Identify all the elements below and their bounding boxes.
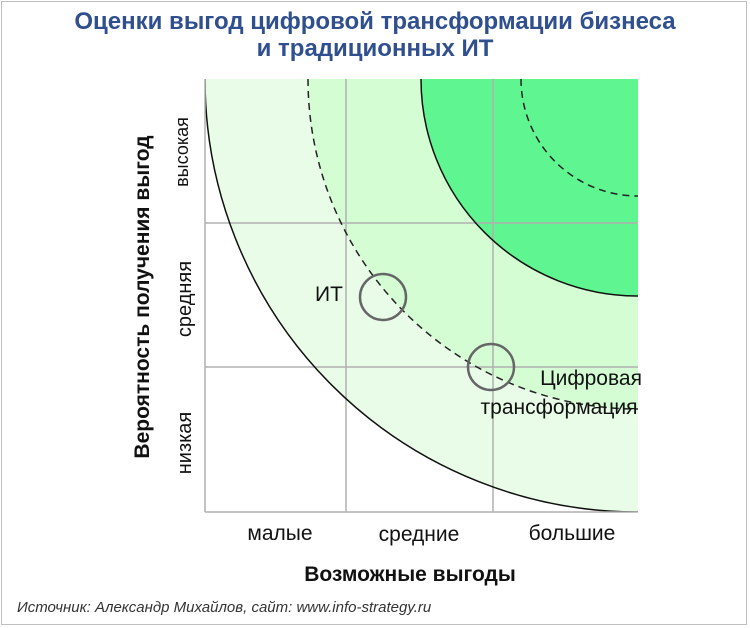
x-tick-low: малые: [247, 522, 312, 545]
source-note: Источник: Александр Михайлов, сайт: www.…: [17, 599, 432, 616]
title-line-1: Оценки выгод цифровой трансформации бизн…: [74, 8, 676, 35]
marker-digital-label-2: трансформация: [481, 396, 638, 419]
y-tick-medium: средняя: [174, 261, 196, 337]
marker-it-label: ИТ: [315, 283, 343, 306]
chart-title: Оценки выгод цифровой трансформации бизн…: [0, 8, 750, 62]
x-tick-high: большие: [529, 522, 616, 545]
y-axis-title: Вероятность получения выгод: [131, 135, 154, 458]
marker-digital: [466, 342, 516, 392]
x-axis-title: Возможные выгоды: [304, 563, 516, 586]
y-tick-low: низкая: [174, 412, 196, 475]
y-tick-high: высокая: [172, 117, 192, 187]
marker-digital-label-1: Цифровая: [540, 367, 642, 390]
zones: [205, 79, 638, 512]
zone-high: [421, 79, 638, 296]
arc-dashed-2: [520, 79, 638, 197]
arc-inner: [420, 79, 638, 297]
arc-dashed-1: [307, 79, 638, 410]
marker-it: [358, 272, 408, 322]
title-line-2: и традиционных ИТ: [256, 35, 494, 62]
x-tick-medium: средние: [379, 523, 460, 546]
arc-outer: [205, 79, 638, 512]
